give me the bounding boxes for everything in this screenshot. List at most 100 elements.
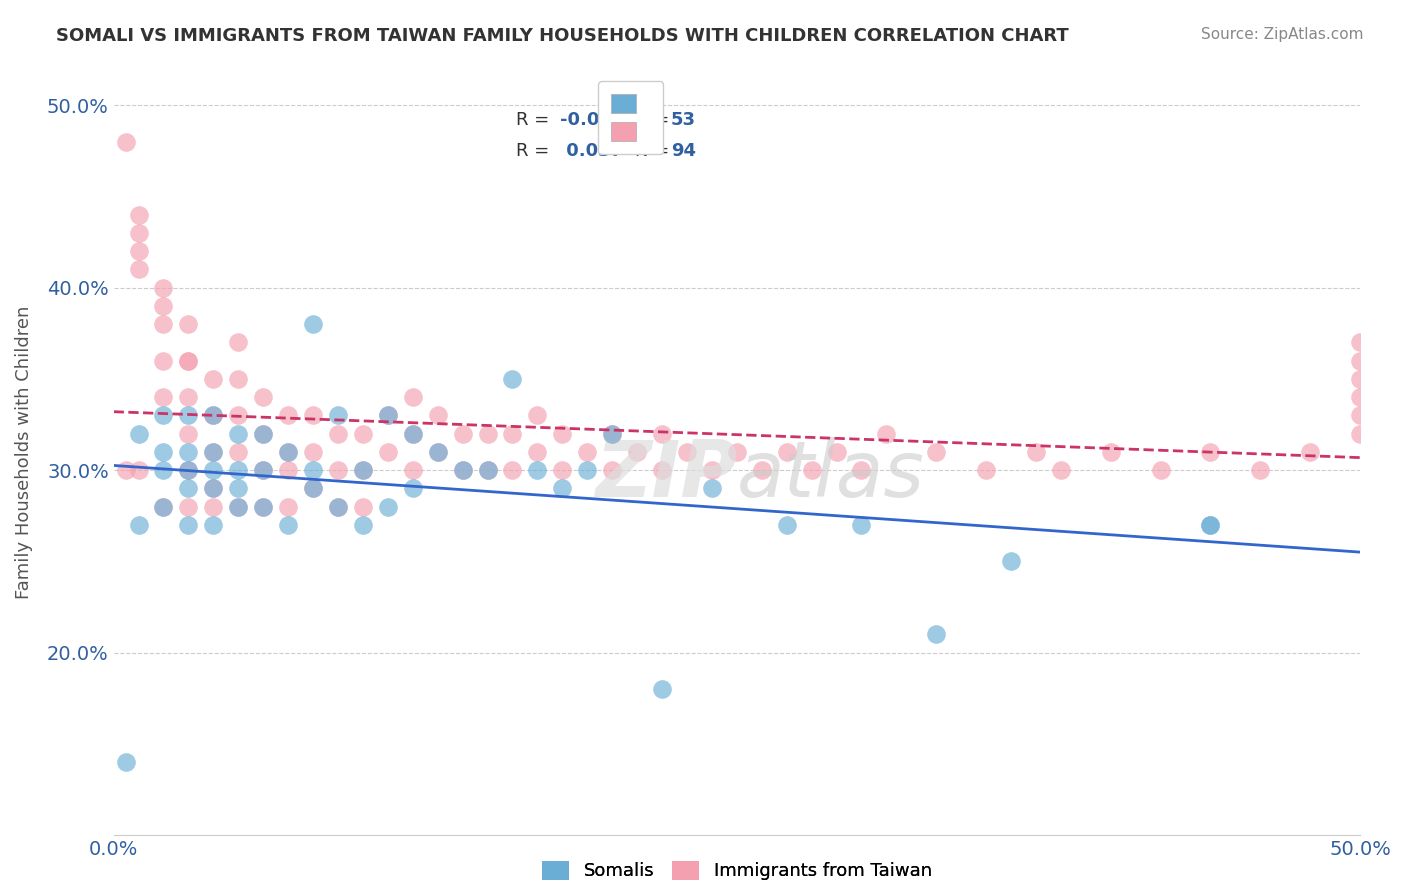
Immigrants from Taiwan: [551, 463, 574, 477]
Somalis: [302, 317, 325, 331]
Somalis: [202, 445, 225, 459]
Somalis: [551, 482, 574, 496]
Immigrants from Taiwan: [252, 463, 274, 477]
Somalis: [700, 482, 723, 496]
Somalis: [377, 500, 399, 514]
Immigrants from Taiwan: [277, 500, 299, 514]
Somalis: [177, 463, 200, 477]
Immigrants from Taiwan: [177, 353, 200, 368]
Immigrants from Taiwan: [676, 445, 699, 459]
Immigrants from Taiwan: [825, 445, 848, 459]
Immigrants from Taiwan: [152, 390, 174, 404]
Immigrants from Taiwan: [152, 500, 174, 514]
Y-axis label: Family Households with Children: Family Households with Children: [15, 305, 32, 599]
Immigrants from Taiwan: [426, 409, 449, 423]
Immigrants from Taiwan: [302, 445, 325, 459]
Immigrants from Taiwan: [115, 135, 138, 149]
Immigrants from Taiwan: [626, 445, 648, 459]
Immigrants from Taiwan: [1348, 353, 1371, 368]
Immigrants from Taiwan: [451, 426, 474, 441]
Somalis: [776, 517, 799, 532]
Immigrants from Taiwan: [1025, 445, 1047, 459]
Text: R =: R =: [516, 142, 555, 160]
Immigrants from Taiwan: [326, 463, 349, 477]
Immigrants from Taiwan: [128, 208, 150, 222]
Immigrants from Taiwan: [277, 445, 299, 459]
Immigrants from Taiwan: [226, 409, 249, 423]
Somalis: [202, 517, 225, 532]
Immigrants from Taiwan: [526, 445, 548, 459]
Somalis: [226, 463, 249, 477]
Text: 94: 94: [671, 142, 696, 160]
Immigrants from Taiwan: [226, 500, 249, 514]
Somalis: [152, 500, 174, 514]
Somalis: [152, 445, 174, 459]
Immigrants from Taiwan: [226, 445, 249, 459]
Somalis: [402, 426, 425, 441]
Immigrants from Taiwan: [974, 463, 997, 477]
Somalis: [226, 482, 249, 496]
Immigrants from Taiwan: [202, 409, 225, 423]
Text: 0.037: 0.037: [560, 142, 623, 160]
Somalis: [152, 463, 174, 477]
Immigrants from Taiwan: [1348, 409, 1371, 423]
Immigrants from Taiwan: [128, 244, 150, 258]
Somalis: [152, 409, 174, 423]
Immigrants from Taiwan: [252, 390, 274, 404]
Somalis: [501, 372, 523, 386]
Immigrants from Taiwan: [128, 262, 150, 277]
Immigrants from Taiwan: [1149, 463, 1171, 477]
Immigrants from Taiwan: [600, 463, 623, 477]
Somalis: [925, 627, 948, 641]
Text: SOMALI VS IMMIGRANTS FROM TAIWAN FAMILY HOUSEHOLDS WITH CHILDREN CORRELATION CHA: SOMALI VS IMMIGRANTS FROM TAIWAN FAMILY …: [56, 27, 1069, 45]
Somalis: [600, 426, 623, 441]
Text: N =: N =: [634, 142, 675, 160]
Immigrants from Taiwan: [202, 445, 225, 459]
Somalis: [252, 463, 274, 477]
Immigrants from Taiwan: [1348, 390, 1371, 404]
Immigrants from Taiwan: [177, 317, 200, 331]
Immigrants from Taiwan: [152, 317, 174, 331]
Immigrants from Taiwan: [700, 463, 723, 477]
Immigrants from Taiwan: [402, 390, 425, 404]
Immigrants from Taiwan: [226, 335, 249, 350]
Immigrants from Taiwan: [277, 463, 299, 477]
Immigrants from Taiwan: [651, 426, 673, 441]
Text: 53: 53: [671, 111, 696, 129]
Somalis: [252, 426, 274, 441]
Immigrants from Taiwan: [1348, 372, 1371, 386]
Immigrants from Taiwan: [1050, 463, 1073, 477]
Somalis: [252, 500, 274, 514]
Immigrants from Taiwan: [875, 426, 897, 441]
Text: -0.024: -0.024: [560, 111, 624, 129]
Somalis: [451, 463, 474, 477]
Immigrants from Taiwan: [925, 445, 948, 459]
Somalis: [402, 482, 425, 496]
Immigrants from Taiwan: [377, 409, 399, 423]
Immigrants from Taiwan: [352, 500, 374, 514]
Immigrants from Taiwan: [202, 372, 225, 386]
Immigrants from Taiwan: [477, 426, 499, 441]
Somalis: [302, 463, 325, 477]
Immigrants from Taiwan: [600, 426, 623, 441]
Immigrants from Taiwan: [1199, 445, 1222, 459]
Somalis: [526, 463, 548, 477]
Immigrants from Taiwan: [177, 390, 200, 404]
Immigrants from Taiwan: [177, 463, 200, 477]
Immigrants from Taiwan: [177, 426, 200, 441]
Somalis: [177, 482, 200, 496]
Immigrants from Taiwan: [751, 463, 773, 477]
Immigrants from Taiwan: [725, 445, 748, 459]
Somalis: [302, 482, 325, 496]
Immigrants from Taiwan: [302, 482, 325, 496]
Somalis: [576, 463, 599, 477]
Immigrants from Taiwan: [226, 372, 249, 386]
Immigrants from Taiwan: [152, 353, 174, 368]
Somalis: [202, 482, 225, 496]
Somalis: [226, 426, 249, 441]
Somalis: [326, 500, 349, 514]
Immigrants from Taiwan: [202, 500, 225, 514]
Immigrants from Taiwan: [776, 445, 799, 459]
Somalis: [326, 409, 349, 423]
Immigrants from Taiwan: [501, 463, 523, 477]
